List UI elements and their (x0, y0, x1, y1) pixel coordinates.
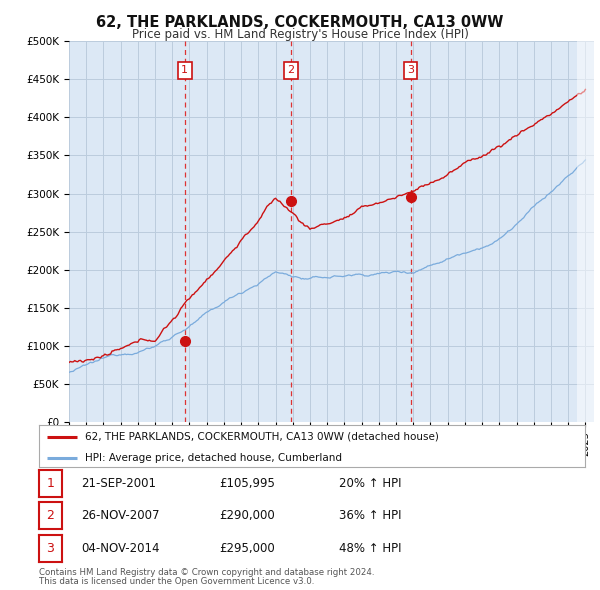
Text: 26-NOV-2007: 26-NOV-2007 (81, 509, 160, 522)
Text: 1: 1 (181, 65, 188, 75)
Text: Contains HM Land Registry data © Crown copyright and database right 2024.: Contains HM Land Registry data © Crown c… (39, 568, 374, 577)
Text: HPI: Average price, detached house, Cumberland: HPI: Average price, detached house, Cumb… (85, 453, 343, 463)
Text: 62, THE PARKLANDS, COCKERMOUTH, CA13 0WW: 62, THE PARKLANDS, COCKERMOUTH, CA13 0WW (97, 15, 503, 30)
Polygon shape (577, 41, 594, 422)
Text: £290,000: £290,000 (219, 509, 275, 522)
Text: This data is licensed under the Open Government Licence v3.0.: This data is licensed under the Open Gov… (39, 578, 314, 586)
Text: 48% ↑ HPI: 48% ↑ HPI (339, 542, 401, 555)
Text: 21-SEP-2001: 21-SEP-2001 (81, 477, 156, 490)
Text: 62, THE PARKLANDS, COCKERMOUTH, CA13 0WW (detached house): 62, THE PARKLANDS, COCKERMOUTH, CA13 0WW… (85, 432, 439, 442)
Text: 36% ↑ HPI: 36% ↑ HPI (339, 509, 401, 522)
Text: 20% ↑ HPI: 20% ↑ HPI (339, 477, 401, 490)
Text: 1: 1 (46, 477, 55, 490)
Text: Price paid vs. HM Land Registry's House Price Index (HPI): Price paid vs. HM Land Registry's House … (131, 28, 469, 41)
Text: 3: 3 (46, 542, 55, 555)
Text: £105,995: £105,995 (219, 477, 275, 490)
Text: 2: 2 (46, 509, 55, 522)
Text: £295,000: £295,000 (219, 542, 275, 555)
Text: 04-NOV-2014: 04-NOV-2014 (81, 542, 160, 555)
Text: 3: 3 (407, 65, 414, 75)
Text: 2: 2 (287, 65, 295, 75)
